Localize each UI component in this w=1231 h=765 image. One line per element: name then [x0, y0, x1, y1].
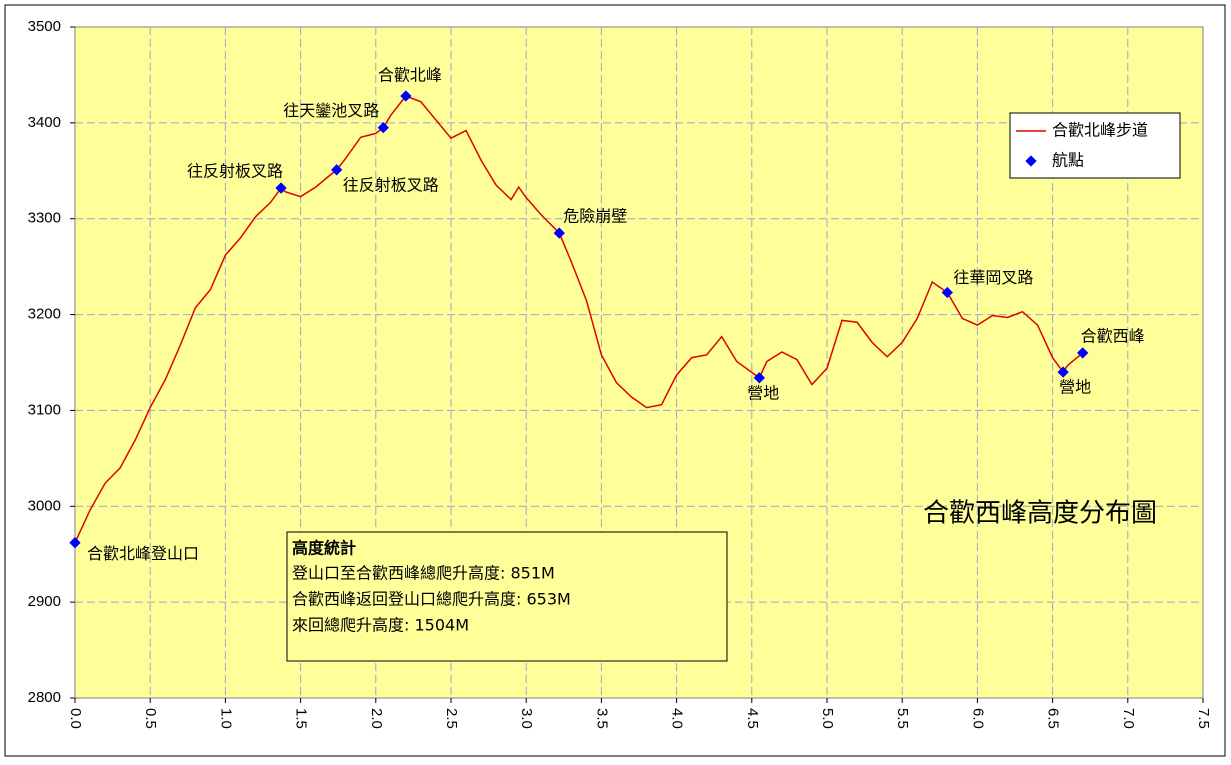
- waypoint-label: 危險崩壁: [563, 207, 627, 226]
- waypoint: [553, 227, 565, 239]
- x-tick-label: 5.0: [819, 708, 836, 729]
- y-tick-label: 3500: [28, 18, 61, 35]
- waypoint-label: 往反射板叉路: [343, 175, 439, 194]
- x-tick-label: 7.5: [1195, 708, 1212, 729]
- stats-title: 高度統計: [292, 539, 356, 558]
- y-tick-label: 3100: [28, 401, 61, 418]
- waypoint: [331, 164, 343, 176]
- waypoint-label: 合歡北峰登山口: [87, 544, 199, 563]
- legend-label: 合歡北峰步道: [1052, 121, 1148, 140]
- waypoint: [275, 182, 287, 194]
- x-tick-label: 0.5: [142, 708, 159, 729]
- chart-title: 合歡西峰高度分布圖: [923, 499, 1157, 529]
- waypoint-label: 營地: [1059, 378, 1091, 397]
- waypoint-label: 往天鑾池叉路: [283, 101, 379, 120]
- x-tick-label: 1.5: [293, 708, 310, 729]
- x-tick-label: 0.0: [67, 708, 84, 729]
- stats-box: [286, 531, 728, 662]
- waypoint-label: 往反射板叉路: [187, 162, 283, 181]
- waypoint-label: 合歡西峰: [1081, 326, 1145, 345]
- x-tick-label: 6.5: [1045, 708, 1062, 729]
- x-tick-label: 5.5: [894, 708, 911, 729]
- y-tick-label: 3000: [28, 497, 61, 514]
- waypoint-label: 往華岡叉路: [953, 268, 1033, 287]
- y-tick-label: 3400: [28, 114, 61, 131]
- y-tick-label: 3300: [28, 210, 61, 227]
- waypoint: [753, 372, 765, 384]
- x-tick-label: 2.0: [368, 708, 385, 729]
- waypoint: [1057, 366, 1069, 378]
- waypoint-label: 合歡北峰: [378, 66, 442, 85]
- x-tick-label: 3.0: [518, 708, 535, 729]
- stats-line: 來回總爬升高度: 1504M: [292, 616, 469, 635]
- x-tick-label: 3.5: [593, 708, 610, 729]
- stats-line: 登山口至合歡西峰總爬升高度: 851M: [292, 564, 555, 583]
- stats-line: 合歡西峰返回登山口總爬升高度: 653M: [292, 590, 571, 609]
- y-tick-label: 2900: [28, 593, 61, 610]
- y-tick-label: 3200: [28, 306, 61, 323]
- x-tick-label: 6.0: [969, 708, 986, 729]
- waypoint: [941, 286, 953, 299]
- x-tick-label: 7.0: [1120, 708, 1137, 729]
- x-tick-label: 4.5: [744, 708, 761, 729]
- waypoint-label: 營地: [747, 383, 779, 402]
- x-tick-label: 1.0: [217, 708, 234, 729]
- legend-label: 航點: [1052, 151, 1084, 170]
- legend-swatch: [1025, 155, 1037, 167]
- x-tick-label: 4.0: [669, 708, 686, 729]
- x-tick-label: 2.5: [443, 708, 460, 729]
- y-tick-label: 2800: [28, 689, 61, 706]
- legend: [1009, 112, 1181, 179]
- waypoint: [1077, 347, 1089, 359]
